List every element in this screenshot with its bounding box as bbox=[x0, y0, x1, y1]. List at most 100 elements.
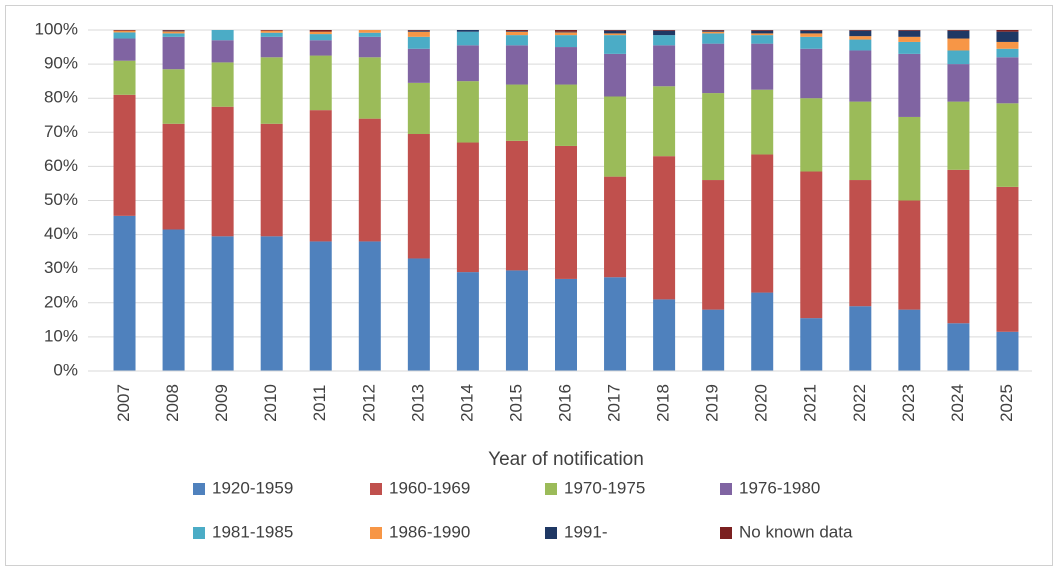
legend-label: 1986-1990 bbox=[389, 522, 470, 541]
x-tick-label: 2021 bbox=[801, 384, 820, 422]
bar-segment bbox=[996, 331, 1019, 371]
bar-segment bbox=[211, 236, 234, 371]
bar-segment bbox=[947, 30, 970, 39]
bar-segment bbox=[113, 30, 136, 33]
bar-segment bbox=[604, 277, 627, 371]
bar-segment bbox=[800, 318, 823, 371]
legend-swatch bbox=[370, 483, 382, 495]
bar-segment bbox=[358, 241, 381, 371]
bar-segment bbox=[947, 169, 970, 324]
y-tick-label: 10% bbox=[44, 326, 78, 345]
bar-segment bbox=[947, 30, 970, 31]
bar-segment bbox=[260, 36, 283, 58]
bar-segment bbox=[898, 116, 921, 201]
bar-segment bbox=[604, 33, 627, 36]
x-tick-label: 2012 bbox=[359, 384, 378, 422]
bar-segment bbox=[555, 35, 577, 48]
bar-segment bbox=[505, 270, 528, 371]
bar-segment bbox=[505, 140, 528, 271]
bar-segment bbox=[898, 30, 921, 31]
legend-label: 1970-1975 bbox=[564, 478, 645, 497]
bar-segment bbox=[113, 38, 136, 61]
bar-segment bbox=[358, 30, 381, 33]
bar-segment bbox=[260, 57, 283, 124]
bar-segment bbox=[113, 60, 136, 95]
x-tick-label: 2019 bbox=[703, 384, 722, 422]
x-tick-label: 2007 bbox=[114, 384, 133, 422]
bar-segment bbox=[309, 30, 332, 32]
bar-segment bbox=[309, 55, 332, 111]
bar-segment bbox=[604, 96, 627, 177]
bar-segment bbox=[996, 31, 1019, 42]
bar-segment bbox=[898, 200, 921, 310]
bar-segment bbox=[898, 309, 921, 371]
bar-segment bbox=[260, 32, 283, 37]
bar-segment bbox=[849, 36, 872, 40]
bar-segment bbox=[996, 41, 1019, 49]
bar-segment bbox=[751, 30, 774, 34]
bar-segment bbox=[555, 47, 577, 85]
legend-label: No known data bbox=[739, 522, 853, 541]
bar-segment bbox=[555, 31, 577, 33]
bar-segment bbox=[702, 30, 725, 32]
bar-segment bbox=[358, 57, 381, 119]
bar-segment bbox=[604, 176, 627, 278]
bar-segment bbox=[653, 30, 676, 31]
legend-swatch bbox=[545, 483, 557, 495]
chart-border bbox=[5, 5, 1053, 566]
legend-label: 1991- bbox=[564, 522, 607, 541]
bar-segment bbox=[211, 30, 234, 41]
x-tick-label: 2018 bbox=[654, 384, 673, 422]
bar-segment bbox=[358, 32, 381, 37]
legend-label: 1976-1980 bbox=[739, 478, 820, 497]
bar-segment bbox=[653, 35, 676, 46]
bar-segment bbox=[996, 103, 1019, 187]
bar-segment bbox=[309, 110, 332, 242]
bar-segment bbox=[702, 33, 725, 44]
bar-segment bbox=[996, 57, 1019, 104]
bar-segment bbox=[456, 45, 479, 82]
y-tick-label: 80% bbox=[44, 88, 78, 107]
bar-segment bbox=[653, 86, 676, 157]
bar-segment bbox=[751, 43, 774, 90]
bar-segment bbox=[211, 106, 234, 237]
bar-segment bbox=[751, 30, 774, 31]
bar-segment bbox=[505, 31, 528, 32]
bar-segment bbox=[309, 31, 332, 35]
bar-segment bbox=[653, 30, 676, 36]
bar-segment bbox=[604, 30, 627, 31]
bar-segment bbox=[800, 36, 823, 49]
legend-label: 1981-1985 bbox=[212, 522, 293, 541]
bar-segment bbox=[309, 241, 332, 371]
bar-segment bbox=[456, 30, 479, 32]
bar-segment bbox=[162, 229, 185, 371]
y-tick-label: 60% bbox=[44, 156, 78, 175]
bar-segment bbox=[653, 299, 676, 371]
bar-segment bbox=[358, 118, 381, 242]
bar-segment bbox=[947, 323, 970, 371]
bar-segment bbox=[505, 35, 528, 46]
bar-segment bbox=[849, 50, 872, 102]
bar-segment bbox=[555, 278, 577, 371]
bar-segment bbox=[211, 40, 234, 63]
bar-segment bbox=[456, 272, 479, 371]
bar-segment bbox=[849, 180, 872, 307]
y-tick-label: 100% bbox=[35, 19, 78, 38]
bar-segment bbox=[702, 93, 725, 181]
bar-segment bbox=[113, 94, 136, 216]
legend-swatch bbox=[193, 483, 205, 495]
legend-swatch bbox=[370, 527, 382, 539]
legend-label: 1920-1959 bbox=[212, 478, 293, 497]
bar-segment bbox=[898, 53, 921, 117]
y-tick-label: 20% bbox=[44, 292, 78, 311]
bar-segment bbox=[898, 36, 921, 42]
x-tick-label: 2010 bbox=[261, 384, 280, 422]
bar-segment bbox=[898, 30, 921, 37]
bar-segment bbox=[407, 31, 430, 37]
bar-segment bbox=[162, 123, 185, 230]
x-tick-label: 2008 bbox=[163, 384, 182, 422]
x-tick-label: 2016 bbox=[555, 384, 574, 422]
x-tick-label: 2014 bbox=[457, 384, 476, 422]
bar-segment bbox=[162, 30, 185, 31]
bar-segment bbox=[555, 32, 577, 36]
